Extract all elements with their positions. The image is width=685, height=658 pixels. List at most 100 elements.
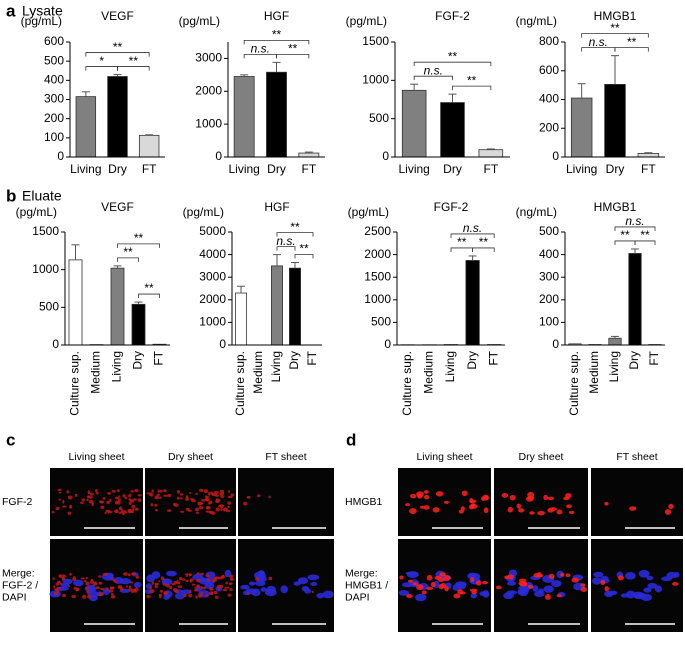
signal (87, 594, 92, 599)
significance-label: n.s. (463, 221, 482, 235)
signal (412, 582, 419, 586)
signal (131, 572, 136, 576)
y-tick-label: 3000 (199, 269, 226, 283)
x-tick-label: FT (486, 350, 500, 365)
chart-title: FGF-2 (434, 200, 469, 214)
signal (196, 572, 200, 575)
signal (86, 590, 90, 594)
signal (243, 501, 248, 506)
signal (404, 503, 411, 507)
nucleus (632, 591, 645, 599)
y-tick-label: 0 (52, 337, 59, 351)
signal (205, 497, 210, 502)
signal (163, 489, 167, 493)
signal (163, 591, 168, 595)
signal (74, 493, 78, 497)
y-tick-label: 2000 (199, 292, 226, 306)
signal (128, 501, 132, 506)
signal (220, 507, 223, 512)
significance-label: ** (627, 35, 637, 49)
x-tick-label: Living (269, 351, 283, 382)
section-label: Lysate (22, 3, 63, 19)
significance-bracket (276, 232, 314, 237)
signal (230, 493, 235, 497)
column-label: FT sheet (616, 451, 657, 463)
y-axis-label: (ng/mL) (516, 14, 557, 28)
significance-label: n.s. (276, 234, 295, 248)
signal (69, 504, 72, 508)
y-tick-label: 1000 (199, 315, 226, 329)
bar (107, 76, 128, 158)
nucleus (73, 579, 84, 587)
signal (216, 584, 222, 589)
panel-label: d (346, 430, 356, 449)
signal (426, 574, 433, 581)
significance-bracket (413, 61, 492, 67)
significance-bracket (117, 66, 150, 71)
y-axis-label: (pg/mL) (346, 14, 387, 28)
signal (453, 593, 461, 599)
significance-label: ** (290, 220, 300, 234)
y-tick-label: 4000 (199, 247, 226, 261)
nucleus (60, 582, 70, 587)
significance-label: ** (457, 235, 467, 249)
signal (560, 572, 565, 577)
signal (128, 498, 132, 501)
row-label: HMGB1 / (345, 579, 388, 591)
x-tick-label: Dry (627, 351, 641, 370)
error-bar (410, 83, 419, 91)
signal (82, 594, 87, 599)
significance-bracket (85, 52, 150, 57)
y-tick-label: 200 (539, 120, 559, 134)
signal (225, 509, 231, 513)
row-label: DAPI (345, 591, 370, 603)
signal (419, 505, 426, 509)
nucleus (638, 569, 650, 578)
signal (127, 573, 131, 577)
bar (298, 152, 320, 158)
signal (137, 494, 142, 497)
error-bar (644, 152, 653, 154)
x-tick-label: FT (152, 350, 166, 365)
nucleus (106, 572, 114, 578)
y-axis-label: (pg/mL) (183, 205, 224, 219)
signal (122, 494, 126, 498)
signal (205, 510, 209, 513)
micrograph (591, 468, 683, 536)
significance-label: * (99, 54, 104, 68)
signal (200, 586, 204, 590)
micrograph (494, 539, 588, 632)
signal (220, 575, 225, 579)
nucleus (470, 593, 478, 599)
signal (188, 593, 193, 598)
signal (218, 588, 221, 591)
y-tick-label: 1000 (362, 73, 389, 87)
error-bar (468, 255, 477, 261)
nucleus (532, 585, 539, 592)
signal (518, 508, 525, 513)
x-tick-label: Living (70, 162, 101, 176)
signal (437, 577, 445, 583)
signal (426, 586, 434, 590)
signal (209, 510, 214, 515)
signal (227, 495, 233, 499)
signal (100, 505, 105, 509)
signal (95, 491, 99, 495)
signal (195, 507, 200, 512)
signal (471, 590, 477, 595)
x-tick-label: FT (142, 162, 157, 176)
nucleus (479, 591, 486, 596)
signal (205, 593, 208, 598)
y-tick-label: 3000 (195, 51, 222, 65)
signal (151, 581, 154, 585)
bar (75, 96, 97, 158)
y-tick-label: 600 (44, 34, 64, 48)
significance-bracket (117, 257, 139, 262)
significance-bracket (117, 243, 160, 248)
signal (203, 489, 209, 494)
chart-title: VEGF (101, 9, 134, 23)
error-bar (611, 335, 619, 339)
significance-bracket (450, 233, 495, 238)
signal (149, 586, 152, 590)
error-bar (291, 262, 299, 269)
